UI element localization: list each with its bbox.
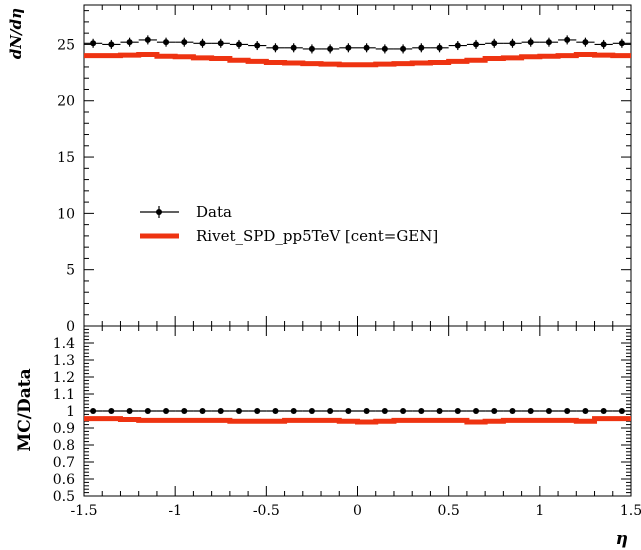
ratio-data-point bbox=[144, 408, 151, 414]
y-tick-label: 10 bbox=[57, 206, 75, 222]
data-point bbox=[564, 36, 571, 43]
ratio-data-point bbox=[400, 408, 407, 414]
ratio-data-point bbox=[454, 408, 461, 414]
data-point bbox=[527, 39, 534, 46]
ratio-data-point bbox=[90, 408, 97, 414]
main-plot-frame bbox=[83, 4, 632, 327]
data-point bbox=[254, 42, 261, 49]
ratio-y-tick-label: 0.9 bbox=[53, 421, 75, 437]
ratio-y-tick-label: 0.5 bbox=[53, 489, 75, 505]
ratio-data-point bbox=[108, 408, 115, 414]
data-point bbox=[600, 41, 607, 48]
ratio-data-point bbox=[418, 408, 425, 414]
ratio-data-point bbox=[618, 408, 625, 414]
data-point bbox=[491, 40, 498, 47]
data-point bbox=[473, 41, 480, 48]
ratio-data-point bbox=[272, 408, 279, 414]
y-tick-label: 0 bbox=[66, 319, 75, 335]
data-point bbox=[400, 45, 407, 52]
ratio-data-point bbox=[545, 408, 552, 414]
data-point bbox=[436, 44, 443, 51]
y-tick-label: 15 bbox=[57, 150, 75, 166]
data-point bbox=[582, 39, 589, 46]
y-tick-label: 20 bbox=[57, 94, 75, 110]
ratio-data-point bbox=[345, 408, 352, 414]
main-panel: 0 5 10 15 20 25 dN/dη Data Rivet_SPD_pp5TeV [cen… bbox=[7, 4, 632, 335]
data-point bbox=[345, 44, 352, 51]
ratio-data-point bbox=[509, 408, 516, 414]
data-point bbox=[199, 40, 206, 47]
ratio-data-point bbox=[235, 408, 242, 414]
ratio-data-point bbox=[527, 408, 534, 414]
ratio-data-point bbox=[126, 408, 133, 414]
ratio-y-axis-label: MC/Data bbox=[15, 368, 35, 451]
data-point bbox=[381, 45, 388, 52]
main-y-axis-label: dN/dη bbox=[7, 8, 25, 59]
data-point bbox=[163, 39, 170, 46]
x-tick-label: -0.5 bbox=[253, 503, 280, 519]
ratio-data-point bbox=[163, 408, 170, 414]
x-tick-label: -1.5 bbox=[71, 503, 98, 519]
ratio-y-tick-label: 1.2 bbox=[53, 370, 75, 386]
ratio-data-point bbox=[600, 408, 607, 414]
ratio-data-point bbox=[564, 408, 571, 414]
data-point bbox=[545, 39, 552, 46]
data-point bbox=[90, 40, 97, 47]
data-point bbox=[235, 41, 242, 48]
data-point bbox=[308, 45, 315, 52]
data-point bbox=[618, 40, 625, 47]
ratio-data-point bbox=[199, 408, 206, 414]
legend-mc-label: Rivet_SPD_pp5TeV [cent=GEN] bbox=[196, 227, 438, 245]
data-point bbox=[126, 39, 133, 46]
ratio-y-tick-label: 1.1 bbox=[53, 387, 75, 403]
x-axis-label: η bbox=[616, 529, 628, 549]
ratio-data-point bbox=[308, 408, 315, 414]
legend-data-label: Data bbox=[196, 203, 232, 221]
data-point bbox=[217, 40, 224, 47]
ratio-y-tick-label: 1.4 bbox=[53, 336, 75, 352]
ratio-y-tick-label: 1.3 bbox=[53, 353, 75, 369]
ratio-data-point bbox=[217, 408, 224, 414]
ratio-data-point bbox=[582, 408, 589, 414]
x-tick-label: 0 bbox=[353, 503, 362, 519]
ratio-y-tick-label: 0.6 bbox=[53, 472, 75, 488]
mc-histogram-line bbox=[84, 52, 631, 68]
data-point bbox=[418, 44, 425, 51]
data-point bbox=[144, 36, 151, 43]
ratio-data-point bbox=[363, 408, 370, 414]
ratio-mc-line bbox=[84, 416, 631, 425]
data-point bbox=[327, 45, 334, 52]
ratio-y-tick-label: 0.7 bbox=[53, 455, 75, 471]
ratio-data-point bbox=[381, 408, 388, 414]
x-tick-label: 0.5 bbox=[438, 503, 460, 519]
x-tick-label: 1.5 bbox=[620, 503, 641, 519]
data-point bbox=[454, 42, 461, 49]
ratio-data-point bbox=[327, 408, 334, 414]
y-tick-label: 25 bbox=[57, 37, 75, 53]
x-tick-label: 1 bbox=[535, 503, 544, 519]
ratio-data-point bbox=[254, 408, 261, 414]
ratio-y-tick-label: 0.8 bbox=[53, 438, 75, 454]
ratio-data-point bbox=[290, 408, 297, 414]
ratio-data-point bbox=[491, 408, 498, 414]
data-point bbox=[272, 44, 279, 51]
data-point bbox=[108, 41, 115, 48]
ratio-data-point bbox=[473, 408, 480, 414]
ratio-panel: -1.5 -1 -0.5 0 0.5 1 1.50.50.60.70.80.911.11.2… bbox=[15, 325, 641, 549]
data-point bbox=[290, 44, 297, 51]
ratio-data-point bbox=[181, 408, 188, 414]
ratio-data-point bbox=[436, 408, 443, 414]
data-point bbox=[509, 40, 516, 47]
x-tick-label: -1 bbox=[168, 503, 182, 519]
legend: Data Rivet_SPD_pp5TeV [cent=GEN] bbox=[140, 203, 438, 245]
data-point bbox=[181, 39, 188, 46]
y-tick-label: 5 bbox=[66, 263, 75, 279]
ratio-y-tick-label: 1 bbox=[66, 404, 75, 420]
data-point bbox=[363, 44, 370, 51]
legend-data-marker bbox=[156, 209, 162, 215]
